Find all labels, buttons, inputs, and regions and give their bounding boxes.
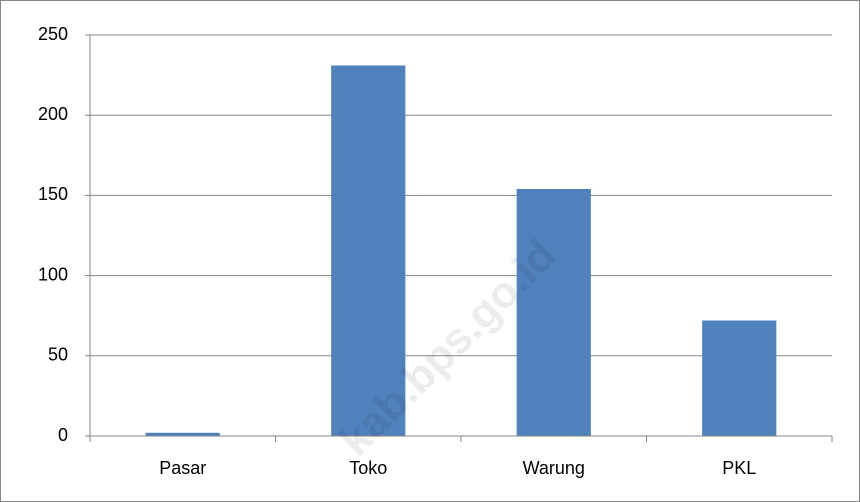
x-tick-label: PKL <box>722 458 756 478</box>
bar <box>516 188 591 436</box>
bar <box>145 432 220 436</box>
bar <box>702 320 777 436</box>
y-tick-label: 200 <box>38 104 68 124</box>
y-tick-label: 50 <box>48 345 68 365</box>
bar <box>331 65 406 436</box>
y-tick-label: 0 <box>58 425 68 445</box>
y-tick-label: 150 <box>38 184 68 204</box>
y-tick-label: 250 <box>38 24 68 44</box>
x-tick-label: Toko <box>349 458 387 478</box>
x-tick-label: Pasar <box>159 458 206 478</box>
y-tick-label: 100 <box>38 264 68 284</box>
x-tick-label: Warung <box>523 458 585 478</box>
